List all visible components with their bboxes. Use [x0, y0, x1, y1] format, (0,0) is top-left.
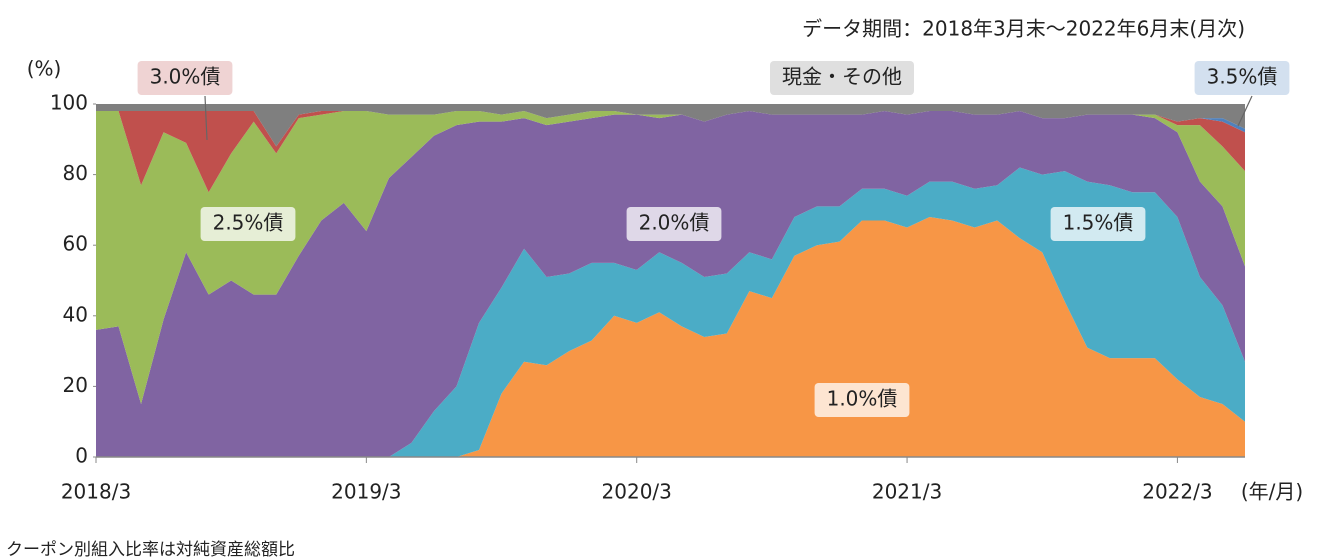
x-tick-label: 2020/3 [602, 480, 672, 504]
label-box [137, 61, 233, 95]
label-box [814, 383, 910, 417]
x-tick-label: 2022/3 [1142, 480, 1212, 504]
y-tick-label: 100 [50, 91, 88, 115]
y-tick-label: 80 [63, 161, 88, 185]
area [96, 104, 1245, 147]
footnote: クーポン別組入比率は対純資産総額比 [6, 540, 295, 558]
series-label: 現金・その他 [782, 65, 902, 89]
subtitle: データ期間：2018年3月末～2022年6月末(月次) [802, 17, 1245, 41]
label-box [1050, 207, 1146, 241]
series-label: 2.5%債 [213, 211, 284, 235]
area [96, 216, 1245, 457]
y-tick-label: 40 [63, 302, 88, 326]
series-label: 2.0%債 [639, 211, 710, 235]
label-box [626, 207, 722, 241]
callout-line [1237, 95, 1253, 127]
callout-line [204, 95, 208, 141]
y-tick-label: 60 [63, 232, 88, 256]
plot [96, 104, 1245, 458]
label-box [770, 61, 914, 95]
x-tick-label: 2021/3 [872, 480, 942, 504]
area [96, 111, 1245, 405]
area [96, 167, 1245, 458]
x-axis-label: (年/月) [1241, 480, 1303, 504]
y-axis-label: (%) [27, 57, 62, 81]
series-label: 1.5%債 [1063, 211, 1134, 235]
y-tick-label: 0 [75, 444, 88, 468]
label-box [1194, 61, 1290, 95]
area [96, 111, 1245, 193]
x-tick-label: 2019/3 [331, 480, 401, 504]
series-label: 3.0%債 [150, 65, 221, 89]
series-labels: 1.0%債 1.5%債 2.0%債 2.5%債 3.0%債 3.5%債 現金・その他 [137, 61, 1290, 417]
x-tick-label: 2018/3 [61, 480, 131, 504]
y-tick-label: 20 [63, 373, 88, 397]
label-box [200, 207, 296, 241]
series-label: 1.0%債 [827, 387, 898, 411]
series-label: 3.5%債 [1207, 65, 1278, 89]
area [96, 111, 1245, 457]
